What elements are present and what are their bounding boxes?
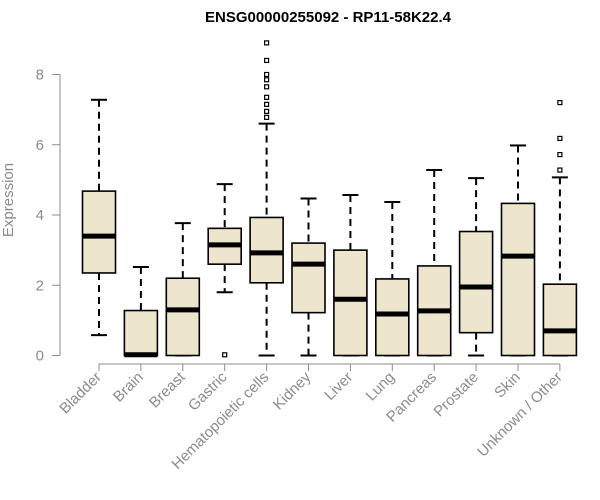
box-lung <box>374 201 410 357</box>
x-tick-label-prostate: Prostate <box>430 369 482 421</box>
y-tick-label: 6 <box>36 137 44 154</box>
chart-title: ENSG00000255092 - RP11-58K22.4 <box>205 9 452 26</box>
y-tick-label: 0 <box>36 348 44 365</box>
box-body <box>542 283 578 357</box>
outlier-point <box>264 114 270 120</box>
outlier-point <box>264 71 270 78</box>
box-skin <box>500 144 536 357</box>
box-pancreas <box>416 169 452 357</box>
outlier-point <box>557 167 563 173</box>
box-body <box>374 278 410 357</box>
box-body <box>81 190 117 274</box>
box-hematopoietic-cells <box>249 40 284 357</box>
box-body <box>165 277 201 357</box>
box-body <box>500 202 536 357</box>
y-tick-label: 2 <box>36 277 44 294</box>
box-kidney <box>291 197 326 357</box>
box-body <box>123 309 159 357</box>
outlier-point <box>557 151 563 158</box>
outlier-point <box>264 94 270 100</box>
y-axis-label: Expression <box>0 163 17 237</box>
x-tick-label-kidney: Kidney <box>270 368 315 413</box>
outlier-point <box>557 99 563 106</box>
y-tick-label: 8 <box>36 67 44 84</box>
box-gastric <box>207 183 242 358</box>
box-body <box>249 216 284 284</box>
outlier-point <box>264 101 270 107</box>
box-unknown-other <box>542 99 578 357</box>
boxes <box>81 40 578 358</box>
outlier-point <box>264 77 270 83</box>
x-tick-label-brain: Brain <box>110 369 147 406</box>
box-body <box>291 242 326 314</box>
outlier-point <box>264 40 270 46</box>
box-bladder <box>81 98 117 337</box>
outlier-point <box>222 352 228 358</box>
x-tick-label-lung: Lung <box>363 369 399 405</box>
y-tick-label: 4 <box>36 207 44 224</box>
x-tick-label-skin: Skin <box>491 369 524 402</box>
y-axis: 0 2 4 6 8 <box>36 67 61 365</box>
x-tick-label-liver: Liver <box>321 369 356 404</box>
outlier-point <box>557 135 563 142</box>
box-liver <box>333 193 368 357</box>
outlier-point <box>264 57 270 64</box>
x-tick-label-bladder: Bladder <box>56 369 105 418</box>
x-tick-label-breast: Breast <box>146 368 189 411</box>
outlier-point <box>264 108 270 114</box>
box-brain <box>123 265 159 358</box>
box-prostate <box>458 177 494 357</box>
outlier-point <box>264 84 270 90</box>
box-breast <box>165 222 201 357</box>
box-body <box>333 249 368 357</box>
box-body <box>458 230 494 334</box>
